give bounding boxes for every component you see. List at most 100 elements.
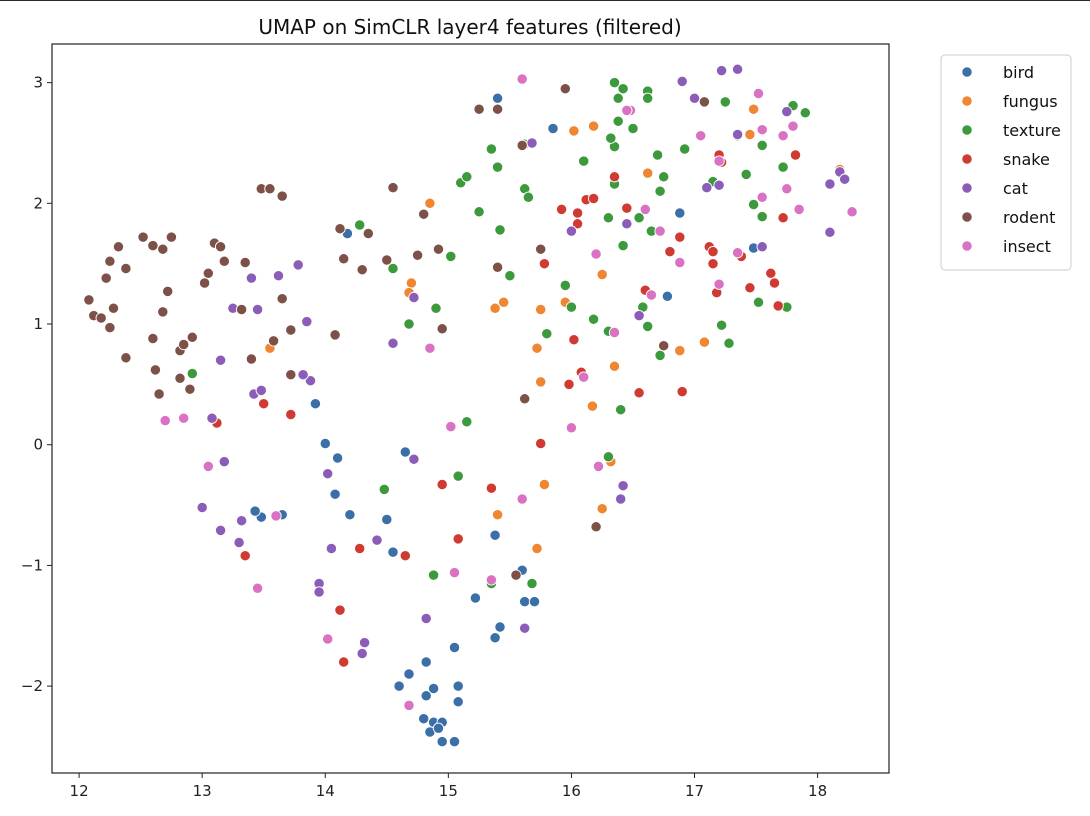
data-point-texture <box>756 210 768 223</box>
data-point-texture <box>642 320 654 333</box>
data-point-fungus <box>405 277 418 289</box>
data-point-insect <box>202 460 214 473</box>
data-point-rodent <box>95 312 107 324</box>
data-point-bird <box>420 656 432 668</box>
data-point-bird <box>661 290 674 302</box>
data-point-rodent <box>510 569 522 581</box>
data-point-insect <box>731 247 744 259</box>
data-point-cat <box>615 493 627 505</box>
data-point-rodent <box>147 332 159 345</box>
data-point-texture <box>461 171 473 183</box>
data-point-insect <box>645 289 658 301</box>
data-point-cat <box>781 105 793 118</box>
data-point-bird <box>393 680 405 692</box>
data-point-rodent <box>285 369 297 381</box>
data-point-fungus <box>498 296 510 308</box>
data-point-texture <box>587 313 600 325</box>
data-point-cat <box>292 259 304 271</box>
data-point-rodent <box>276 190 288 202</box>
data-point-cat <box>676 75 688 88</box>
data-point-cat <box>358 636 371 649</box>
data-point-insect <box>695 130 707 142</box>
data-point-texture <box>602 212 615 224</box>
data-point-snake <box>485 482 498 494</box>
data-point-cat <box>731 63 744 75</box>
data-point-texture <box>654 349 666 362</box>
data-point-snake <box>399 550 411 562</box>
data-point-rodent <box>100 272 112 284</box>
data-point-cat <box>408 453 420 465</box>
data-point-rodent <box>120 352 132 364</box>
series-rodent <box>83 83 711 581</box>
data-point-texture <box>605 132 617 144</box>
data-point-rodent <box>149 364 162 376</box>
data-point-rodent <box>112 241 125 253</box>
x-tick-label: 16 <box>562 782 581 800</box>
data-point-cat <box>839 173 851 185</box>
data-point-rodent <box>387 181 399 194</box>
data-point-snake <box>674 231 686 243</box>
y-tick-label: 1 <box>33 315 43 333</box>
data-point-insect <box>713 155 725 167</box>
data-point-insect <box>578 371 590 383</box>
series-insect <box>159 73 858 712</box>
data-point-rodent <box>165 231 178 243</box>
y-tick-label: 2 <box>33 194 43 212</box>
data-point-fungus <box>744 128 756 141</box>
data-point-texture <box>617 83 629 95</box>
data-point-insect <box>565 422 578 434</box>
data-point-insect <box>756 191 768 203</box>
data-point-texture <box>612 92 624 104</box>
x-tick-label: 12 <box>70 782 89 800</box>
data-point-rodent <box>267 335 280 347</box>
data-point-texture <box>491 161 504 173</box>
data-point-snake <box>608 171 621 183</box>
data-point-cat <box>272 270 285 282</box>
data-point-bird <box>491 92 504 104</box>
data-point-rodent <box>590 521 602 533</box>
data-point-insect <box>592 460 605 473</box>
data-point-texture <box>642 92 654 104</box>
data-point-insect <box>516 493 528 505</box>
data-point-rodent <box>329 329 341 341</box>
data-point-bird <box>319 437 331 450</box>
data-point-bird <box>452 696 464 708</box>
data-point-rodent <box>338 253 350 265</box>
legend-label-insect: insect <box>1003 237 1051 256</box>
data-point-cat <box>235 515 248 527</box>
data-point-bird <box>489 632 501 644</box>
data-point-bird <box>674 207 686 219</box>
data-point-snake <box>633 387 645 399</box>
data-point-cat <box>756 241 768 253</box>
data-point-cat <box>206 412 218 424</box>
data-point-bird <box>403 668 415 680</box>
data-point-texture <box>452 470 464 482</box>
data-point-snake <box>744 282 756 294</box>
data-point-rodent <box>411 249 424 261</box>
data-point-texture <box>752 296 765 308</box>
data-point-fungus <box>535 376 547 388</box>
data-point-snake <box>664 245 676 258</box>
data-point-cat <box>255 384 267 397</box>
data-point-texture <box>799 107 811 119</box>
data-point-texture <box>679 143 691 155</box>
data-point-texture <box>658 171 670 183</box>
data-point-bird <box>469 592 482 604</box>
data-point-bird <box>448 641 461 654</box>
data-point-texture <box>654 185 666 197</box>
data-point-cat <box>196 501 208 514</box>
data-point-insect <box>445 420 457 433</box>
data-point-snake <box>334 604 346 616</box>
data-point-rodent <box>239 256 251 269</box>
data-point-texture <box>747 198 760 211</box>
data-point-rodent <box>381 254 393 266</box>
data-point-snake <box>587 192 600 205</box>
data-point-texture <box>186 367 198 380</box>
series-texture <box>186 76 811 590</box>
data-point-snake <box>707 245 719 258</box>
data-point-snake <box>436 478 448 491</box>
data-point-cat <box>701 181 713 194</box>
data-point-fungus <box>596 268 608 281</box>
data-point-bird <box>399 446 411 458</box>
